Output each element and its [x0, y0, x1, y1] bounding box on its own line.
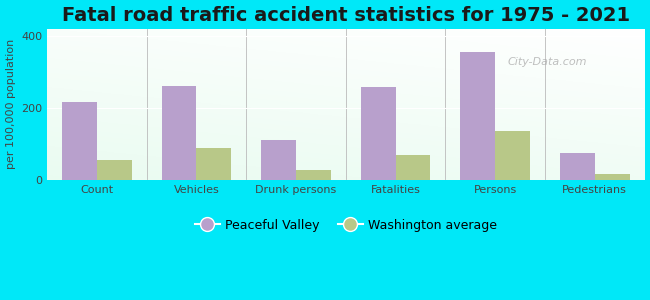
Y-axis label: per 100,000 population: per 100,000 population [6, 39, 16, 170]
Bar [460, 52, 495, 180]
Bar [296, 169, 331, 180]
Bar [396, 155, 430, 180]
Title: Fatal road traffic accident statistics for 1975 - 2021: Fatal road traffic accident statistics f… [62, 6, 630, 25]
Bar [261, 140, 296, 180]
Bar [162, 86, 196, 180]
Bar [560, 153, 595, 180]
Bar [97, 160, 132, 180]
Text: City-Data.com: City-Data.com [507, 57, 586, 67]
Legend: Peaceful Valley, Washington average: Peaceful Valley, Washington average [190, 214, 502, 237]
Bar [361, 87, 396, 180]
Bar [495, 131, 530, 180]
Bar [595, 174, 629, 180]
Bar [62, 103, 97, 180]
Bar [196, 148, 231, 180]
